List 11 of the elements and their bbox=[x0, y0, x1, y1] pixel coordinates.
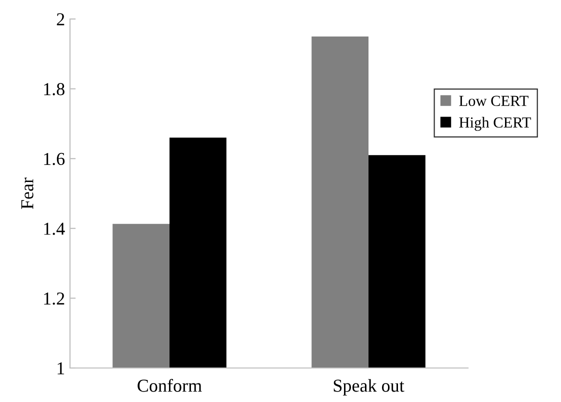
x-tick-label: Conform bbox=[138, 378, 202, 392]
legend-label: Low CERT bbox=[459, 96, 528, 106]
y-tick-label: 1.4 bbox=[44, 222, 65, 235]
y-tick-label: 1.6 bbox=[44, 152, 65, 166]
legend-label: High CERT bbox=[459, 116, 531, 131]
y-tick-label: 1.2 bbox=[44, 292, 64, 305]
y-tick-label: 2 bbox=[56, 13, 64, 26]
y-tick-label: 1 bbox=[58, 362, 64, 374]
y-tick-label: 1.8 bbox=[44, 83, 64, 96]
y-axis-title: Fear bbox=[21, 178, 34, 210]
x-tick-label: Speak out bbox=[334, 379, 404, 396]
